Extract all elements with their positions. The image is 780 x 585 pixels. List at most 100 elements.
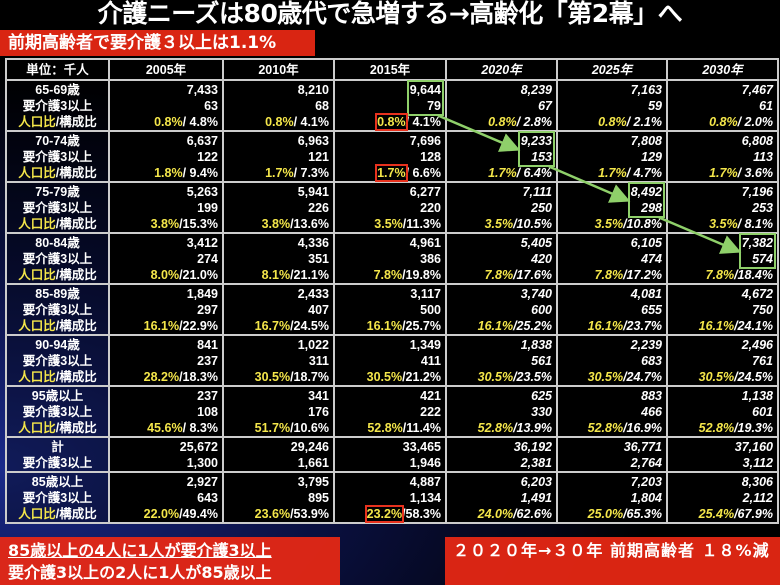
composition-value: /13.9% [513, 420, 552, 435]
composition-value: /13.6% [290, 216, 329, 231]
table-cell: 6,963 121 1.7%/ 7.3% [222, 130, 335, 183]
care-value: 351 [308, 251, 329, 266]
population-value: 3,740 [520, 286, 552, 301]
composition-value: /62.6% [513, 506, 552, 521]
population-value: 7,696 [409, 133, 441, 148]
care-value: 59 [648, 98, 662, 113]
table-cell: 7,696 128 1.7%/ 6.6% [333, 130, 447, 183]
care-label: 要介護3以上 [22, 98, 93, 113]
age-label: 計 [51, 439, 64, 454]
care-value: 153 [531, 149, 552, 164]
composition-value: /24.7% [623, 369, 662, 384]
population-value: 4,336 [297, 235, 329, 250]
care-value: 68 [315, 98, 329, 113]
population-value: 8,306 [741, 474, 773, 489]
composition-value: /18.3% [179, 369, 218, 384]
composition-value: / 8.1% [737, 216, 773, 231]
age-label: 75-79歳 [35, 184, 80, 199]
table-cell: 36,192 2,381 [445, 436, 558, 473]
table-cell: 6,105 474 7.8%/17.2% [556, 232, 668, 285]
table-cell: 8,306 2,112 25.4%/67.9% [666, 471, 779, 524]
table-cell: 7,433 63 0.8%/ 4.8% [108, 79, 224, 132]
table-cell: 883 466 52.8%/16.9% [556, 385, 668, 438]
year-header: 2025年 [556, 58, 668, 81]
table-cell: 5,405 420 7.8%/17.6% [445, 232, 558, 285]
composition-value: /24.5% [734, 369, 773, 384]
care-value: 311 [308, 353, 329, 368]
composition-value: / 3.6% [737, 165, 773, 180]
population-value: 1,838 [520, 337, 552, 352]
year-header: 2010年 [222, 58, 335, 81]
composition-value: / 2.1% [626, 114, 662, 129]
composition-value: /10.6% [290, 420, 329, 435]
table-cell: 6,203 1,491 24.0%/62.6% [445, 471, 558, 524]
ratio-label: 人口比 [18, 267, 56, 282]
callout-over85: 85歳以上の4人に1人が要介護3以上 要介護3以上の2人に1人が85歳以上 [0, 537, 340, 585]
population-value: 4,961 [409, 235, 441, 250]
ratio-value: 1.7% [377, 165, 406, 180]
row-label: 95歳以上 要介護3以上 人口比/構成比 [5, 385, 110, 438]
table-row: 70-74歳 要介護3以上 人口比/構成比 6,637 122 1.8%/ 9.4% 6,9… [5, 130, 779, 183]
care-value: 3,112 [742, 455, 773, 470]
ratio-value: 1.8% [154, 165, 183, 180]
composition-value: / 8.3% [182, 420, 218, 435]
table-cell: 3,795 895 23.6%/53.9% [222, 471, 335, 524]
care-value: 108 [197, 404, 218, 419]
ratio-value: 1.7% [709, 165, 738, 180]
composition-value: / 4.1% [293, 114, 329, 129]
composition-value: /17.2% [623, 267, 662, 282]
table-cell: 4,672 750 16.1%/24.1% [666, 283, 779, 336]
population-value: 3,795 [297, 474, 329, 489]
population-value: 7,808 [630, 133, 662, 148]
population-value: 1,349 [409, 337, 441, 352]
table-cell: 2,433 407 16.7%/24.5% [222, 283, 335, 336]
care-value: 1,804 [630, 490, 662, 505]
ratio-value: 16.7% [254, 318, 291, 333]
ratio-value: 16.1% [477, 318, 514, 333]
ratio-value: 1.7% [488, 165, 517, 180]
care-value: 1,300 [186, 455, 218, 470]
ratio-value: 16.1% [143, 318, 180, 333]
care-value: 222 [420, 404, 441, 419]
population-value: 7,203 [630, 474, 662, 489]
age-label: 65-69歳 [35, 82, 80, 97]
table-cell: 4,336 351 8.1%/21.1% [222, 232, 335, 285]
table-cell: 2,496 761 30.5%/24.5% [666, 334, 779, 387]
population-value: 8,210 [297, 82, 329, 97]
population-value: 37,160 [734, 439, 773, 454]
care-value: 128 [420, 149, 441, 164]
ratio-value: 52.8% [367, 420, 403, 435]
table-row: 65-69歳 要介護3以上 人口比/構成比 7,433 63 0.8%/ 4.8% 8,21… [5, 79, 779, 132]
row-label: 85-89歳 要介護3以上 人口比/構成比 [5, 283, 110, 336]
table-cell: 6,808 113 1.7%/ 3.6% [666, 130, 779, 183]
composition-value: /21.0% [179, 267, 218, 282]
ratio-value: 1.7% [598, 165, 627, 180]
table-cell: 1,849 297 16.1%/22.9% [108, 283, 224, 336]
population-value: 5,405 [520, 235, 552, 250]
care-value: 61 [759, 98, 773, 113]
table-cell: 6,277 220 3.5%/11.3% [333, 181, 447, 234]
table-cell: 5,941 226 3.8%/13.6% [222, 181, 335, 234]
population-value: 841 [197, 337, 218, 352]
table-row: 計要介護3以上 25,672 1,300 29,246 1,661 33,465 1,946… [5, 436, 779, 473]
table-cell: 7,203 1,804 25.0%/65.3% [556, 471, 668, 524]
table-cell: 421 222 52.8%/11.4% [333, 385, 447, 438]
ratio-value: 16.1% [698, 318, 735, 333]
age-label: 90-94歳 [35, 337, 80, 352]
composition-label: /構成比 [55, 114, 97, 129]
care-value: 574 [752, 251, 773, 266]
care-value: 220 [420, 200, 441, 215]
care-value: 67 [538, 98, 552, 113]
ratio-value: 3.8% [261, 216, 291, 231]
care-value: 474 [641, 251, 662, 266]
care-value: 643 [197, 490, 218, 505]
composition-label: /構成比 [55, 267, 97, 282]
table-row: 75-79歳 要介護3以上 人口比/構成比 5,263 199 3.8%/15.3% 5,9… [5, 181, 779, 234]
population-value: 6,203 [520, 474, 552, 489]
age-label: 80-84歳 [35, 235, 80, 250]
table-cell: 29,246 1,661 [222, 436, 335, 473]
care-value: 655 [641, 302, 662, 317]
row-label: 65-69歳 要介護3以上 人口比/構成比 [5, 79, 110, 132]
table-cell: 2,239 683 30.5%/24.7% [556, 334, 668, 387]
row-label: 計要介護3以上 [5, 436, 110, 473]
